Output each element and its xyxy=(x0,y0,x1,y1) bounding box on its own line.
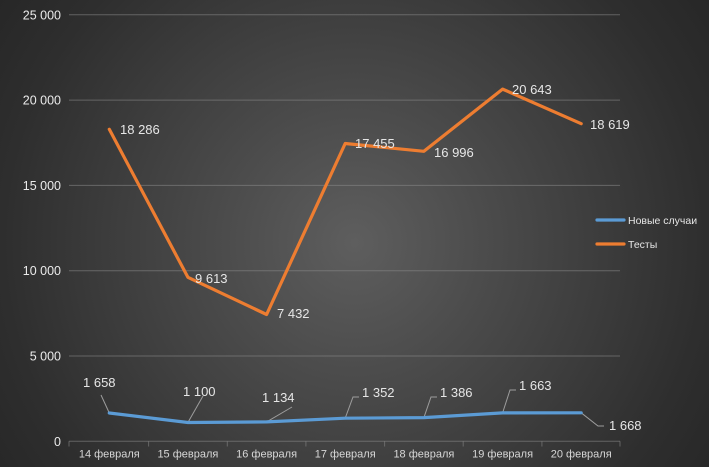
svg-text:1 134: 1 134 xyxy=(262,390,295,405)
svg-text:17 455: 17 455 xyxy=(355,136,395,151)
svg-text:14 февраля: 14 февраля xyxy=(79,449,140,461)
svg-text:1 668: 1 668 xyxy=(609,418,642,433)
svg-text:1 352: 1 352 xyxy=(362,385,395,400)
svg-text:16 996: 16 996 xyxy=(434,145,474,160)
svg-text:Тесты: Тесты xyxy=(628,239,657,251)
svg-text:20 000: 20 000 xyxy=(23,94,61,108)
svg-text:17 февраля: 17 февраля xyxy=(315,449,376,461)
svg-text:9 613: 9 613 xyxy=(195,271,228,286)
svg-text:15 февраля: 15 февраля xyxy=(157,449,218,461)
svg-text:20 февраля: 20 февраля xyxy=(551,449,612,461)
svg-text:5 000: 5 000 xyxy=(30,350,61,364)
svg-text:18 286: 18 286 xyxy=(120,122,160,137)
svg-text:7 432: 7 432 xyxy=(277,306,310,321)
svg-text:25 000: 25 000 xyxy=(23,8,61,22)
svg-text:15 000: 15 000 xyxy=(23,179,61,193)
svg-text:1 386: 1 386 xyxy=(440,385,473,400)
svg-text:18 619: 18 619 xyxy=(590,117,630,132)
svg-text:0: 0 xyxy=(54,435,61,449)
svg-text:1 658: 1 658 xyxy=(83,375,116,390)
svg-text:Новые случаи: Новые случаи xyxy=(628,215,697,227)
svg-text:16 февраля: 16 февраля xyxy=(236,449,297,461)
svg-text:10 000: 10 000 xyxy=(23,264,61,278)
svg-text:1 100: 1 100 xyxy=(183,384,216,399)
svg-text:18 февраля: 18 февраля xyxy=(393,449,454,461)
svg-text:19 февраля: 19 февраля xyxy=(472,449,533,461)
svg-text:20 643: 20 643 xyxy=(512,82,552,97)
svg-text:1 663: 1 663 xyxy=(519,378,552,393)
